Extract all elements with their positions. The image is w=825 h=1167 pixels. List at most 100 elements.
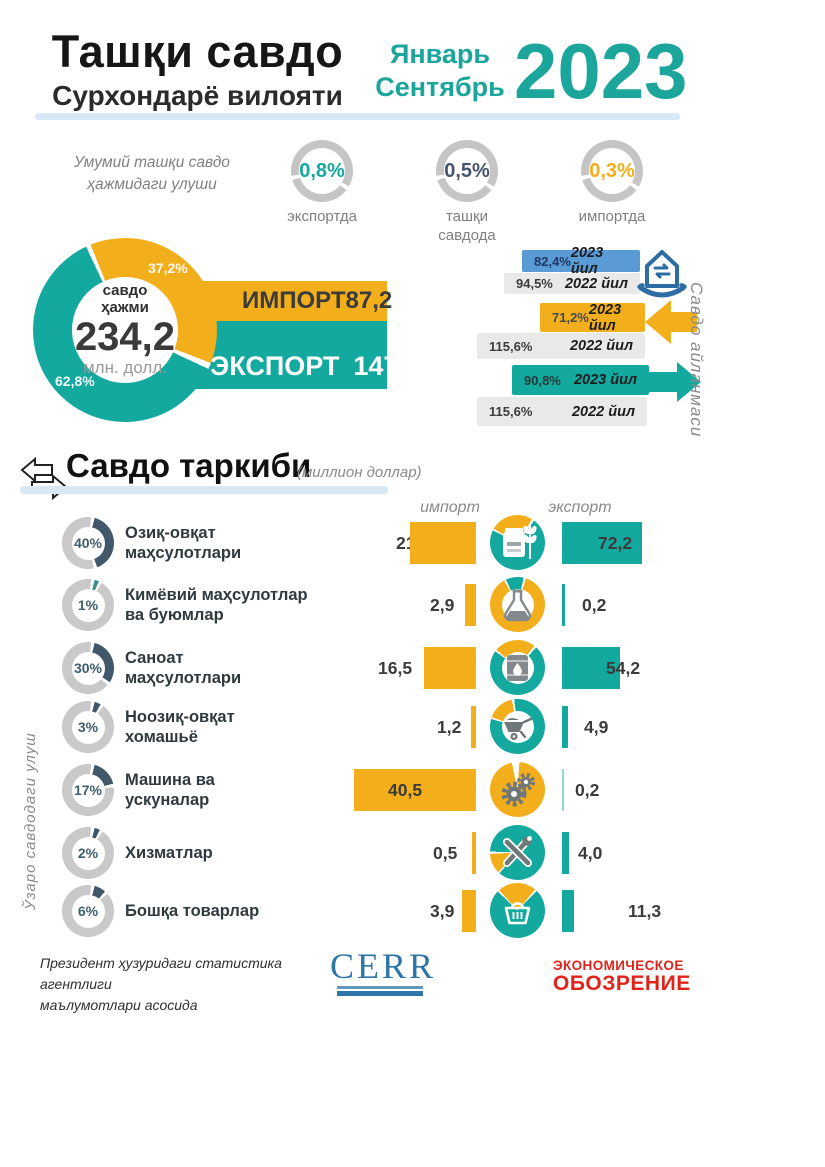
share-pct: 2% xyxy=(77,845,99,861)
share-pct: 1% xyxy=(77,597,99,613)
gears-icon xyxy=(490,762,545,817)
export-value: 0,2 xyxy=(582,594,607,615)
header-block: Ташқи савдо Сурхондарё вилояти xyxy=(30,26,365,112)
import-value: 3,9 xyxy=(430,900,455,921)
structure-row-services: 2% Хизматлар 0,5 4,0 xyxy=(0,825,760,881)
structure-row-raw-materials: 3% Ноозиқ-овқат хомашьё 1,2 4,9 xyxy=(0,699,760,755)
share-ring-trade: 0,5% xyxy=(436,140,498,202)
industry-barrel-icon xyxy=(490,640,545,695)
export-value: 72,2 xyxy=(598,532,633,553)
structure-row-other-goods: 6% Бошқа товарлар 3,9 11,3 xyxy=(0,883,760,939)
row-label: Саноат маҳсулотлари xyxy=(125,648,242,687)
turnover-export-2023-bar: 90,8% 2023 йил xyxy=(512,365,649,395)
export-bar xyxy=(562,832,569,874)
structure-row-industrial: 30% Саноат маҳсулотлари 16,5 54,2 xyxy=(0,640,760,696)
donut-hole xyxy=(71,710,105,744)
export-value: 4,0 xyxy=(578,842,603,863)
export-bar xyxy=(562,769,564,811)
import-value: 40,5 xyxy=(388,779,423,800)
total-share-caption: Умумий ташқи савдо ҳажмидаги улуши xyxy=(74,154,230,194)
share-donut: 2% xyxy=(62,827,114,879)
ring-hole xyxy=(444,148,490,194)
share-donut: 6% xyxy=(62,885,114,937)
turnover-total-2023-bar: 82,4% 2023 йил xyxy=(522,245,640,277)
import-bar xyxy=(465,584,476,626)
import-bar xyxy=(410,522,476,564)
trade-volume-unit: млн. долл. xyxy=(82,358,167,378)
share-ring-export: 0,8% xyxy=(291,140,353,202)
turnover-import-2022-bar: 115,6% 2022 йил xyxy=(477,333,645,359)
cerr-logo: CERR xyxy=(330,946,437,997)
export-bar xyxy=(562,647,620,689)
row-label: Кимёвий маҳсулотлар ва буюмлар xyxy=(125,585,308,624)
share-pct: 17% xyxy=(73,782,103,798)
period-label: Январь Сентябрь xyxy=(375,39,505,102)
import-bar xyxy=(354,769,476,811)
donut-hole xyxy=(71,773,105,807)
structure-subtitle: (миллион доллар) xyxy=(297,464,422,481)
turnover-pct: 115,6% xyxy=(489,338,533,354)
food-icon xyxy=(490,515,545,570)
import-value: 1,2 xyxy=(437,716,462,737)
structure-row-chemical: 1% Кимёвий маҳсулотлар ва буюмлар 2,9 0,… xyxy=(0,577,760,633)
import-total-bar: ИМПОРТ 87,2 xyxy=(190,281,392,321)
import-bar xyxy=(472,832,476,874)
wheelbarrow-icon xyxy=(490,699,545,754)
year-label: 2023 xyxy=(514,27,688,115)
turnover-side-label: Савдо айланмаси xyxy=(687,282,706,438)
share-donut: 30% xyxy=(62,642,114,694)
turnover-year: 2022 йил xyxy=(571,403,635,420)
turnover-pct: 90,8% xyxy=(524,372,561,388)
export-value: 4,9 xyxy=(584,716,609,737)
chemical-icon xyxy=(490,577,545,632)
column-header-export: экспорт xyxy=(548,499,612,516)
structure-divider xyxy=(20,486,388,494)
export-bar xyxy=(562,584,565,626)
share-value-export: 0,8% xyxy=(299,159,345,182)
turnover-total-2022-bar: 94,5% 2022 йил xyxy=(504,273,640,294)
import-total-label: ИМПОРТ xyxy=(242,287,346,314)
trade-house-icon xyxy=(637,250,687,298)
turnover-import-2023-bar: 71,2% 2023 йил xyxy=(540,302,645,334)
data-source-note: Президент ҳузуридаги статистика агентлиг… xyxy=(40,955,282,1013)
structure-row-machinery: 17% Машина ва ускуналар 40,5 0,2 xyxy=(0,762,760,818)
economic-review-line2: ОБОЗРЕНИЕ xyxy=(553,972,691,995)
ring-hole xyxy=(589,148,635,194)
row-label: Бошқа товарлар xyxy=(125,901,260,920)
export-total-bar: ЭКСПОРТ 147,0 xyxy=(190,321,421,389)
import-value: 16,5 xyxy=(378,657,413,678)
row-label: Хизматлар xyxy=(125,843,213,862)
share-donut: 17% xyxy=(62,764,114,816)
export-bar xyxy=(562,706,568,748)
donut-hole xyxy=(71,651,105,685)
cerr-logo-text: CERR xyxy=(330,946,437,986)
export-arrow-right-icon xyxy=(649,362,701,402)
turnover-year: 2022 йил xyxy=(569,338,633,354)
export-value: 0,2 xyxy=(575,779,600,800)
import-total-value: 87,2 xyxy=(345,287,393,314)
column-header-import: импорт xyxy=(420,499,480,516)
donut-hole xyxy=(71,894,105,928)
export-value: 11,3 xyxy=(628,900,662,921)
row-label: Озиқ-овқат маҳсулотлари xyxy=(125,523,242,562)
basket-icon xyxy=(490,883,545,938)
row-label: Машина ва ускуналар xyxy=(125,770,215,809)
page-subtitle: Сурхондарё вилояти xyxy=(52,80,343,111)
trade-volume-value: 234,2 xyxy=(74,315,176,360)
economic-review-line1: ЭКОНОМИЧЕСКОЕ xyxy=(553,958,684,973)
exchange-arrows-icon xyxy=(20,457,68,501)
header-divider xyxy=(35,113,680,120)
import-value: 0,5 xyxy=(433,842,458,863)
share-label-import: импортда xyxy=(578,208,646,225)
export-share-pct: 62,8% xyxy=(55,373,95,389)
share-donut: 40% xyxy=(62,517,114,569)
import-value: 2,9 xyxy=(430,594,455,615)
share-label-export: экспортда xyxy=(287,208,357,225)
row-label: Ноозиқ-овқат хомашьё xyxy=(125,707,235,746)
export-total-label: ЭКСПОРТ xyxy=(210,351,340,381)
trade-volume-caption: савдо ҳажми xyxy=(101,281,149,316)
import-bar xyxy=(462,890,476,932)
economic-review-logo: ЭКОНОМИЧЕСКОЕ ОБОЗРЕНИЕ xyxy=(553,958,691,995)
turnover-export-2022-bar: 115,6% 2022 йил xyxy=(477,397,647,426)
donut-hole xyxy=(71,588,105,622)
